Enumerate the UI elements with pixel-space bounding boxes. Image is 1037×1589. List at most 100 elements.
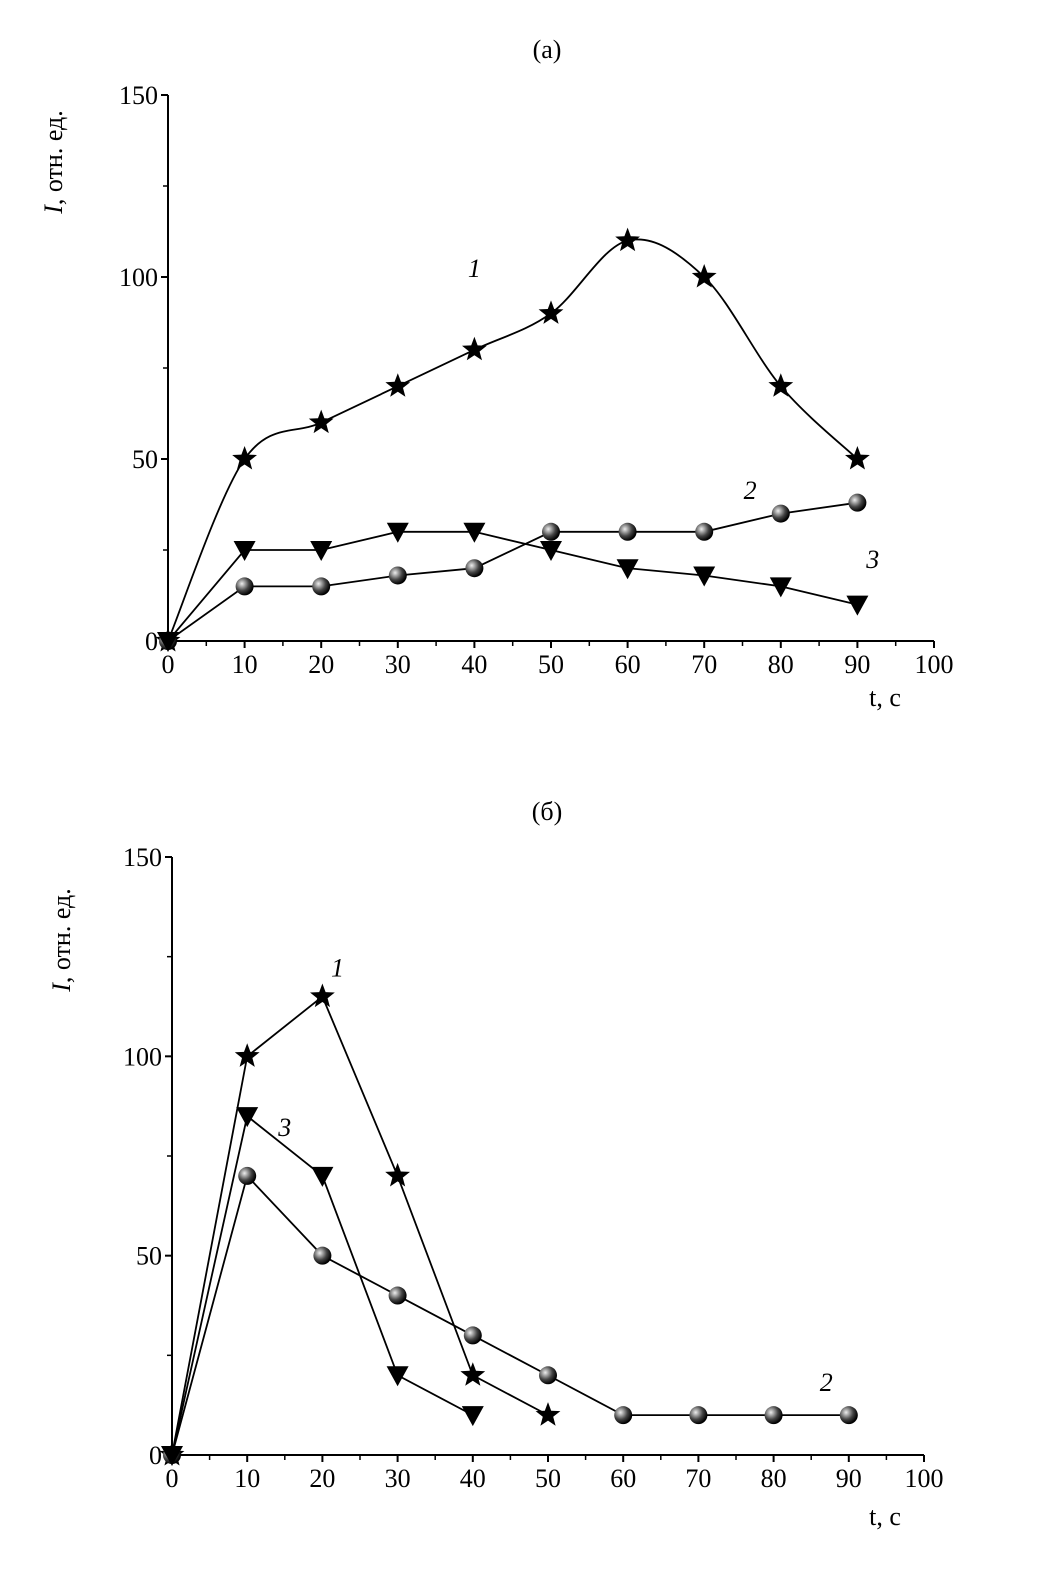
series-1-star-point xyxy=(615,227,640,252)
series-1-star-point xyxy=(234,1043,260,1067)
series-2-circle-point xyxy=(689,1406,708,1425)
series-2-label: 2 xyxy=(820,1368,833,1397)
series-3-triangle-point xyxy=(157,632,179,652)
x-tick-label: 60 xyxy=(610,1464,636,1493)
series-3-triangle-point xyxy=(386,1366,409,1387)
x-tick-label: 70 xyxy=(685,1464,711,1493)
x-tick-label: 80 xyxy=(768,650,794,679)
series-3-triangle-point xyxy=(233,541,256,561)
y-label-symbol: I xyxy=(39,204,68,215)
x-tick-label: 0 xyxy=(162,650,175,679)
series-2-line xyxy=(171,1174,849,1456)
series-3-triangle-point xyxy=(693,566,716,587)
series-1-star-point xyxy=(385,373,411,397)
chart-title: (а) xyxy=(533,35,562,64)
x-tick-label: 50 xyxy=(538,650,564,679)
x-tick-label: 30 xyxy=(385,1464,411,1493)
y-label-units: , отн. ед. xyxy=(47,888,76,983)
x-tick-label: 20 xyxy=(308,650,334,679)
series-2-circle-point xyxy=(695,522,714,541)
x-tick-label: 80 xyxy=(761,1464,787,1493)
y-tick-label: 50 xyxy=(132,445,158,474)
series-1-star-point xyxy=(385,1162,410,1187)
series-2-circle-point xyxy=(463,1326,482,1345)
y-axis-label: I, отн. ед. xyxy=(47,888,76,993)
series-2-circle-point xyxy=(618,522,637,541)
x-tick-label: 50 xyxy=(535,1464,561,1493)
series-2-circle-point xyxy=(312,577,331,596)
series-2-circle-point xyxy=(764,1406,783,1425)
series-1-line xyxy=(171,995,549,1456)
series-2-circle-point xyxy=(388,566,407,585)
x-tick-label: 0 xyxy=(166,1464,179,1493)
series-1-star-point xyxy=(462,336,487,361)
series-2-circle-point xyxy=(542,522,560,541)
x-tick-label: 70 xyxy=(691,650,717,679)
y-tick-label: 100 xyxy=(123,1042,162,1071)
series-2-label: 2 xyxy=(744,476,757,505)
x-tick-label: 40 xyxy=(460,1464,486,1493)
series-1-label: 1 xyxy=(468,254,481,283)
series-3-line xyxy=(167,530,858,642)
series-1-line xyxy=(167,238,859,642)
series-2-circle-point xyxy=(539,1366,557,1385)
series-1-star-point xyxy=(768,373,794,397)
x-tick-label: 100 xyxy=(915,650,954,679)
y-axis-label: I, отн. ед. xyxy=(39,110,68,215)
x-tick-label: 40 xyxy=(461,650,487,679)
x-tick-label: 90 xyxy=(836,1464,862,1493)
series-2-circle-point xyxy=(771,504,790,523)
series-3-label: 3 xyxy=(277,1113,291,1142)
series-2-line xyxy=(167,501,858,642)
series-2-circle-point xyxy=(238,1166,257,1185)
series-1-star-point xyxy=(232,446,257,470)
x-tick-label: 10 xyxy=(234,1464,260,1493)
x-axis-label: t, с xyxy=(869,683,901,712)
series-1-star-point xyxy=(310,983,335,1008)
y-tick-label: 150 xyxy=(119,81,158,110)
series-1-star-point xyxy=(691,264,717,288)
series-3-triangle-point xyxy=(463,522,486,543)
series-1-star-point xyxy=(538,300,564,324)
y-tick-label: 0 xyxy=(149,1441,162,1470)
series-1-star-point xyxy=(535,1402,561,1426)
y-tick-label: 50 xyxy=(136,1242,162,1271)
y-tick-label: 0 xyxy=(145,627,158,656)
series-3-triangle-point xyxy=(386,522,409,543)
y-label-symbol: I xyxy=(47,982,76,993)
x-axis-label: t, с xyxy=(869,1502,901,1531)
x-tick-label: 10 xyxy=(232,650,258,679)
series-2-circle-point xyxy=(614,1406,633,1425)
series-3-triangle-point xyxy=(461,1406,484,1427)
series-3-triangle-point xyxy=(310,541,333,561)
series-1-star-point xyxy=(845,446,870,470)
series-3-label: 3 xyxy=(865,545,879,574)
series-2-circle-point xyxy=(235,577,254,596)
series-2-circle-point xyxy=(465,559,484,578)
chart-title: (б) xyxy=(532,797,563,826)
series-3-triangle-point xyxy=(846,595,869,616)
series-3-triangle-point xyxy=(161,1446,183,1466)
series-3-triangle-point xyxy=(236,1107,259,1128)
series-2-circle-point xyxy=(388,1286,407,1305)
series-2-circle-point xyxy=(313,1246,332,1265)
series-3-triangle-point xyxy=(540,541,562,561)
y-tick-label: 100 xyxy=(119,263,158,292)
x-tick-label: 60 xyxy=(615,650,641,679)
x-tick-label: 90 xyxy=(844,650,870,679)
series-3-triangle-point xyxy=(311,1166,334,1187)
series-1-label: 1 xyxy=(331,954,344,983)
x-tick-label: 100 xyxy=(905,1464,944,1493)
series-1-star-point xyxy=(308,409,334,434)
series-2-circle-point xyxy=(848,493,867,512)
x-tick-label: 30 xyxy=(385,650,411,679)
x-tick-label: 20 xyxy=(309,1464,335,1493)
series-2-circle-point xyxy=(839,1406,858,1425)
y-tick-label: 150 xyxy=(123,843,162,872)
series-1-star-point xyxy=(460,1362,486,1386)
series-3-triangle-point xyxy=(769,577,792,598)
series-3-triangle-point xyxy=(616,559,639,580)
y-label-units: , отн. ед. xyxy=(39,110,68,205)
